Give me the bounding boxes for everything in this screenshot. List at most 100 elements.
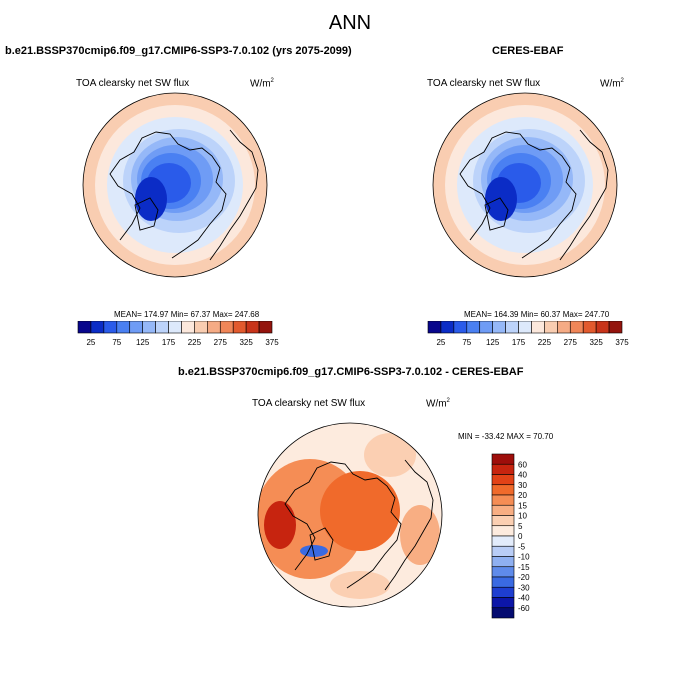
map-field	[433, 93, 617, 277]
panel-units-label: W/m2	[426, 398, 450, 410]
coastline	[284, 461, 402, 589]
colorbar-swatch	[491, 556, 515, 568]
colorbar-swatch	[491, 515, 515, 527]
colorbar-swatch	[491, 474, 515, 486]
colorbar-swatch	[531, 321, 545, 334]
colorbar-tick-label: 325	[589, 338, 603, 347]
colorbar-tick-label: 125	[136, 338, 150, 347]
colorbar-swatch	[492, 321, 506, 334]
colorbar-tick-label: -5	[518, 542, 526, 551]
colorbar-swatch	[103, 321, 118, 334]
colorbar-swatch	[518, 321, 532, 334]
colorbar-tick-label: 375	[615, 338, 629, 347]
colorbar-swatch	[245, 321, 260, 334]
colorbar-tick-label: -20	[518, 573, 530, 582]
panel-title-model: b.e21.BSSP370cmip6.f09_g17.CMIP6-SSP3-7.…	[5, 45, 352, 57]
colorbar-swatch	[427, 321, 442, 334]
colorbar-swatch	[194, 321, 208, 334]
coastline	[459, 131, 577, 259]
field-band	[320, 471, 400, 551]
map-field	[258, 423, 442, 607]
panel-stats: MEAN= 174.97 Min= 67.37 Max= 247.68	[114, 310, 260, 319]
colorbar-tick-label: 15	[518, 501, 527, 510]
colorbar-swatch	[595, 321, 610, 334]
colorbar-obs: 25 75 125 175 225 275 325 375	[427, 321, 629, 347]
colorbar-tick-label: 25	[86, 338, 95, 347]
map-boundary	[432, 92, 618, 278]
colorbar-swatch	[90, 321, 105, 334]
colorbar-tick-label: 375	[265, 338, 279, 347]
map-field	[83, 93, 267, 277]
colorbar-swatch	[491, 494, 515, 506]
colorbar-swatch	[466, 321, 481, 334]
colorbar-swatch	[557, 321, 571, 334]
panel-units-label: W/m2	[250, 78, 274, 90]
colorbar-swatch	[258, 321, 273, 334]
colorbar-swatch	[491, 484, 515, 496]
colorbar-swatch	[491, 545, 515, 557]
colorbar-tick-label: -10	[518, 553, 530, 562]
figure-title: ANN	[328, 12, 372, 34]
colorbar-swatch	[155, 321, 169, 334]
colorbar-swatch	[181, 321, 195, 334]
colorbar-swatch	[491, 566, 515, 578]
polar-map-model	[82, 92, 268, 278]
map-boundary	[82, 92, 268, 278]
colorbar-swatch	[453, 321, 468, 334]
map-boundary	[257, 422, 443, 608]
colorbar-tick-label: 5	[518, 522, 523, 531]
panel-stats: MIN = -33.42 MAX = 70.70	[458, 432, 554, 441]
panel-variable-label: TOA clearsky net SW flux	[427, 78, 541, 89]
field-band	[330, 571, 390, 599]
colorbar-swatch	[491, 535, 515, 547]
panel-variable-label: TOA clearsky net SW flux	[76, 78, 190, 89]
panel-variable-label: TOA clearsky net SW flux	[252, 398, 366, 409]
polar-map-obs	[432, 92, 618, 278]
colorbar-tick-label: -15	[518, 563, 530, 572]
colorbar-tick-label: -30	[518, 583, 530, 592]
colorbar-tick-label: 10	[518, 512, 527, 521]
colorbar-tick-label: 20	[518, 491, 527, 500]
colorbar-swatch	[544, 321, 558, 334]
colorbar-tick-label: 175	[512, 338, 526, 347]
colorbar-tick-label: 25	[436, 338, 445, 347]
coastline	[109, 131, 227, 259]
colorbar-swatch	[491, 453, 515, 465]
coastline	[384, 459, 434, 591]
colorbar-tick-label: 75	[462, 338, 471, 347]
colorbar-swatch	[142, 321, 156, 334]
polar-map-diff	[257, 422, 443, 608]
coastline	[484, 197, 509, 231]
colorbar-tick-label: 225	[538, 338, 552, 347]
panel-stats: MEAN= 164.39 Min= 60.37 Max= 247.70	[464, 310, 610, 319]
colorbar-swatch	[116, 321, 131, 334]
coastline	[559, 129, 609, 261]
panel-title-diff: b.e21.BSSP370cmip6.f09_g17.CMIP6-SSP3-7.…	[178, 366, 524, 378]
colorbar-tick-label: 225	[188, 338, 202, 347]
coastline	[209, 129, 259, 261]
colorbar-tick-label: 40	[518, 471, 527, 480]
panel-title-obs: CERES-EBAF	[492, 45, 564, 57]
colorbar-tick-label: 275	[214, 338, 228, 347]
colorbar-tick-label: 325	[239, 338, 253, 347]
colorbar-swatch	[129, 321, 143, 334]
colorbar-tick-label: 0	[518, 532, 523, 541]
colorbar-tick-label: -60	[518, 604, 530, 613]
colorbar-swatch	[569, 321, 584, 334]
colorbar-swatch	[491, 525, 515, 537]
colorbar-tick-label: -40	[518, 594, 530, 603]
colorbar-swatch	[168, 321, 182, 334]
colorbar-swatch	[491, 576, 515, 588]
panel-units-label: W/m2	[600, 78, 624, 90]
field-band	[264, 501, 296, 549]
colorbar-tick-label: 125	[486, 338, 500, 347]
colorbar-swatch	[77, 321, 92, 334]
colorbar-swatch	[440, 321, 455, 334]
colorbar-swatch	[582, 321, 597, 334]
colorbar-swatch	[491, 607, 515, 619]
coastline	[134, 197, 159, 231]
field-band	[364, 433, 416, 477]
colorbar-swatch	[505, 321, 519, 334]
colorbar-tick-label: 75	[112, 338, 121, 347]
